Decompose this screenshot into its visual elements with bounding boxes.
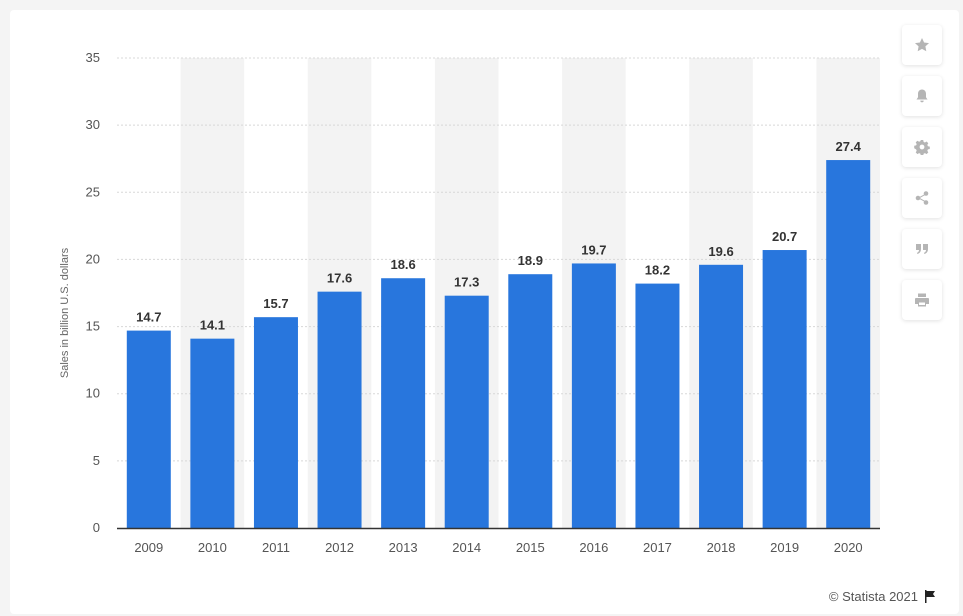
- cite-button[interactable]: [902, 229, 942, 269]
- print-button[interactable]: [902, 280, 942, 320]
- x-tick-label: 2014: [452, 540, 481, 555]
- data-label: 27.4: [836, 139, 862, 154]
- settings-button[interactable]: [902, 127, 942, 167]
- flag-icon[interactable]: [924, 590, 936, 603]
- y-tick-label: 10: [86, 386, 100, 401]
- data-label: 20.7: [772, 229, 797, 244]
- favorite-button[interactable]: [902, 25, 942, 65]
- x-tick-label: 2017: [643, 540, 672, 555]
- x-tick-label: 2013: [389, 540, 418, 555]
- x-tick-label: 2015: [516, 540, 545, 555]
- print-icon: [915, 293, 929, 307]
- x-tick-label: 2011: [262, 540, 290, 555]
- x-tick-label: 2018: [707, 540, 736, 555]
- bar: [126, 330, 171, 528]
- share-button[interactable]: [902, 178, 942, 218]
- source-credit: © Statista 2021: [829, 589, 936, 604]
- bar: [508, 274, 553, 528]
- bar: [317, 291, 362, 528]
- credit-text: © Statista 2021: [828, 589, 918, 604]
- y-tick-label: 35: [86, 50, 100, 65]
- share-icon: [915, 191, 929, 205]
- x-tick-label: 2009: [134, 540, 163, 555]
- y-tick-label: 15: [86, 319, 100, 334]
- x-tick-label: 2010: [198, 540, 227, 555]
- quote-icon: [916, 244, 928, 254]
- data-label: 14.7: [136, 310, 161, 325]
- toolbar-sidebar: [902, 25, 942, 331]
- y-tick-label: 0: [93, 520, 100, 535]
- y-axis-title: Sales in billion U.S. dollars: [59, 247, 71, 378]
- data-label: 18.2: [645, 263, 670, 278]
- bar: [826, 160, 871, 529]
- data-label: 19.7: [581, 242, 606, 257]
- bar: [699, 264, 744, 528]
- data-label: 17.6: [327, 271, 352, 286]
- data-label: 15.7: [263, 296, 288, 311]
- bar: [571, 263, 616, 528]
- bar: [635, 283, 680, 528]
- data-label: 18.6: [390, 257, 415, 272]
- data-label: 19.6: [708, 244, 733, 259]
- y-tick-label: 5: [93, 453, 100, 468]
- y-tick-label: 25: [86, 184, 100, 199]
- bar: [381, 278, 426, 528]
- data-label: 17.3: [454, 275, 479, 290]
- bar: [444, 295, 489, 528]
- x-tick-label: 2012: [325, 540, 354, 555]
- bell-icon: [916, 89, 928, 103]
- y-tick-label: 30: [86, 117, 100, 132]
- bar: [253, 317, 298, 528]
- bar-chart: 0 5 10 15 20 25 30 35 14.7 2009 14.1 2010 15.7 2011 17…: [59, 50, 880, 555]
- notification-button[interactable]: [902, 76, 942, 116]
- x-tick-label: 2016: [579, 540, 608, 555]
- data-label: 18.9: [518, 253, 543, 268]
- bar: [762, 250, 807, 528]
- bar: [190, 338, 235, 528]
- gear-icon: [914, 140, 930, 155]
- y-tick-label: 20: [86, 251, 100, 266]
- x-tick-label: 2020: [834, 540, 863, 555]
- star-icon: [915, 38, 929, 52]
- data-label: 14.1: [200, 318, 225, 333]
- x-tick-label: 2019: [770, 540, 799, 555]
